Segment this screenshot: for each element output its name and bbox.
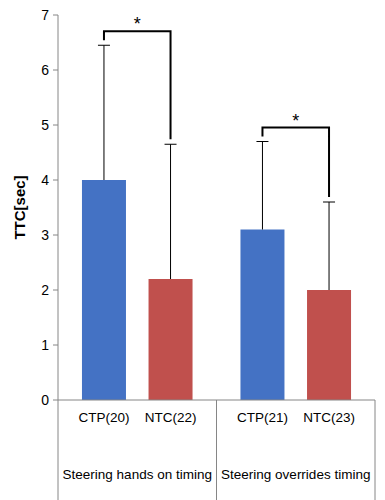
x-tick-label: CTP(20) [78, 410, 129, 425]
y-tick-label: 2 [41, 282, 49, 298]
y-tick [53, 400, 58, 401]
error-bar [165, 144, 177, 279]
error-cap [98, 45, 110, 46]
y-tick [53, 70, 58, 71]
y-tick-label: 1 [41, 337, 49, 353]
error-bar [256, 142, 268, 230]
chart: 0 1 2 3 4 5 6 7 TTC[sec] CTP(20) NTC(22) CTP(21) NTC… [0, 0, 385, 500]
bar [307, 290, 351, 400]
bar [82, 180, 126, 400]
y-axis-label: TTC[sec] [11, 175, 28, 239]
group-label: Steering overrides timing [221, 467, 370, 482]
error-bar [98, 45, 110, 180]
error-line [262, 142, 263, 230]
y-tick [53, 125, 58, 126]
y-tick [53, 345, 58, 346]
chart-svg: 0 1 2 3 4 5 6 7 TTC[sec] CTP(20) NTC(22) CTP(21) NTC… [0, 0, 385, 500]
error-cap [256, 141, 268, 142]
y-axis [58, 15, 59, 400]
y-tick [53, 290, 58, 291]
y-tick-label: 6 [41, 62, 49, 78]
bar [240, 230, 284, 401]
significance-bracket [104, 31, 171, 139]
bars [82, 45, 351, 400]
x-tick-label: NTC(23) [303, 410, 355, 425]
significance-label: * [292, 111, 299, 131]
error-bar [323, 202, 335, 290]
error-line [170, 144, 171, 279]
group-label: Steering hands on timing [63, 467, 212, 482]
y-tick-label: 7 [41, 7, 49, 23]
y-tick [53, 15, 58, 16]
group-separator [58, 400, 59, 500]
y-tick-label: 0 [41, 392, 49, 408]
x-tick-label: CTP(21) [237, 410, 288, 425]
error-cap [165, 144, 177, 145]
error-cap [323, 202, 335, 203]
x-tick-label: NTC(22) [145, 410, 197, 425]
group-separator [375, 400, 376, 500]
group-separator [216, 400, 217, 500]
y-tick-label: 5 [41, 117, 49, 133]
significance-bracket [262, 128, 329, 198]
error-line [329, 202, 330, 290]
y-tick-label: 3 [41, 227, 49, 243]
y-tick-label: 4 [41, 172, 49, 188]
error-line [103, 45, 104, 180]
y-tick [53, 235, 58, 236]
bar [149, 279, 193, 400]
y-tick [53, 180, 58, 181]
significance-label: * [134, 14, 141, 34]
